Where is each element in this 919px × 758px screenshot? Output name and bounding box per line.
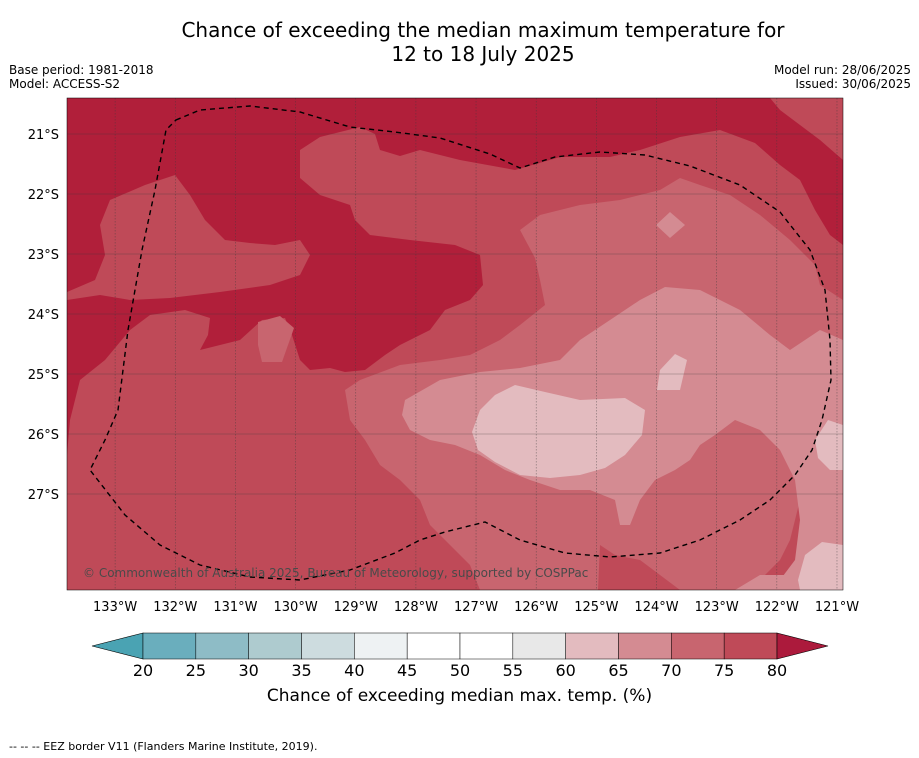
colorbar-segment bbox=[301, 632, 355, 660]
colorbar-tick-label: 65 bbox=[608, 661, 628, 680]
colorbar-tick-label: 50 bbox=[450, 661, 470, 680]
colorbar-segment bbox=[406, 632, 461, 660]
band-60-65 bbox=[472, 385, 645, 478]
colorbar-tick-label: 45 bbox=[397, 661, 417, 680]
graticule bbox=[67, 98, 843, 590]
colorbar: 20 25 30 35 40 45 50 55 60 65 70 75 80 bbox=[91, 632, 829, 680]
longitude-label: 124°W bbox=[634, 600, 678, 615]
colorbar-tick-label: 75 bbox=[714, 661, 734, 680]
latitude-label: 21°S bbox=[28, 128, 59, 143]
colorbar-tick-label: 35 bbox=[291, 661, 311, 680]
colorbar-tick-label: 40 bbox=[344, 661, 364, 680]
colorbar-tick-label: 30 bbox=[238, 661, 258, 680]
colorbar-segment bbox=[512, 632, 566, 660]
chart-title: Chance of exceeding the median maximum t… bbox=[0, 18, 919, 66]
longitude-label: 132°W bbox=[153, 600, 197, 615]
eez-legend: -- -- -- EEZ border V11 (Flanders Marine… bbox=[9, 740, 318, 753]
copyright-note: © Commonwealth of Australia 2025, Bureau… bbox=[83, 566, 588, 580]
band-60-65-spot bbox=[657, 354, 687, 390]
map-frame bbox=[66, 97, 844, 591]
longitude-label: 129°W bbox=[334, 600, 378, 615]
colorbar-low-extension bbox=[91, 632, 144, 660]
colorbar-segment bbox=[248, 632, 302, 660]
longitude-label: 133°W bbox=[93, 600, 137, 615]
colorbar-segment bbox=[671, 632, 725, 660]
title-line-1: Chance of exceeding the median maximum t… bbox=[181, 18, 785, 42]
latitude-labels: 21°S 22°S 23°S 24°S 25°S 26°S 27°S bbox=[28, 128, 59, 503]
band-65-70-sw bbox=[735, 575, 800, 590]
longitude-label: 123°W bbox=[695, 600, 739, 615]
longitude-labels: 133°W 132°W 131°W 130°W 129°W 128°W 127°W 126°W… bbox=[93, 600, 859, 615]
colorbar-tick-label: 80 bbox=[767, 661, 787, 680]
band-70-75-island bbox=[258, 316, 294, 362]
colorbar-tick-label: 55 bbox=[503, 661, 523, 680]
colorbar-tick-label: 20 bbox=[133, 661, 153, 680]
longitude-label: 121°W bbox=[815, 600, 859, 615]
issued-date: Issued: 30/06/2025 bbox=[795, 77, 911, 91]
longitude-label: 127°W bbox=[454, 600, 498, 615]
longitude-label: 131°W bbox=[213, 600, 257, 615]
colorbar-segment bbox=[195, 632, 249, 660]
colorbar-segment bbox=[565, 632, 619, 660]
eez-border bbox=[89, 105, 832, 581]
band-60-65-corner bbox=[798, 542, 843, 590]
forecast-map: © Commonwealth of Australia 2025, Bureau… bbox=[28, 97, 859, 680]
latitude-label: 23°S bbox=[28, 248, 59, 263]
colorbar-tick-label: 60 bbox=[555, 661, 575, 680]
map-field bbox=[67, 98, 843, 590]
latitude-label: 27°S bbox=[28, 488, 59, 503]
colorbar-segment bbox=[142, 632, 197, 660]
band-60-65-se bbox=[815, 420, 843, 470]
model-run: Model run: 28/06/2025 bbox=[773, 63, 911, 77]
colorbar-tick-label: 70 bbox=[661, 661, 681, 680]
colorbar-title: Chance of exceeding median max. temp. (%… bbox=[266, 686, 653, 706]
latitude-label: 26°S bbox=[28, 428, 59, 443]
colorbar-tick-label: 25 bbox=[186, 661, 206, 680]
base-period: Base period: 1981-2018 bbox=[9, 63, 154, 77]
colorbar-high-extension bbox=[776, 632, 829, 660]
colorbar-segment bbox=[354, 632, 408, 660]
title-line-2: 12 to 18 July 2025 bbox=[391, 42, 575, 66]
colorbar-segment bbox=[459, 632, 514, 660]
colorbar-segment bbox=[723, 632, 778, 660]
band-75-80-left bbox=[67, 175, 310, 300]
longitude-label: 122°W bbox=[755, 600, 799, 615]
latitude-label: 22°S bbox=[28, 188, 59, 203]
meta-right: Model run: 28/06/2025 Issued: 30/06/2025 bbox=[774, 63, 911, 91]
band-65-70-spot bbox=[656, 212, 685, 238]
latitude-label: 25°S bbox=[28, 368, 59, 383]
model-name: Model: ACCESS-S2 bbox=[9, 77, 121, 91]
longitude-label: 125°W bbox=[574, 600, 618, 615]
colorbar-segment bbox=[618, 632, 672, 660]
longitude-label: 128°W bbox=[394, 600, 438, 615]
longitude-label: 130°W bbox=[274, 600, 318, 615]
band-75-80-right bbox=[770, 98, 843, 160]
meta-left: Base period: 1981-2018 Model: ACCESS-S2 bbox=[9, 63, 154, 91]
longitude-label: 126°W bbox=[514, 600, 558, 615]
latitude-label: 24°S bbox=[28, 308, 59, 323]
